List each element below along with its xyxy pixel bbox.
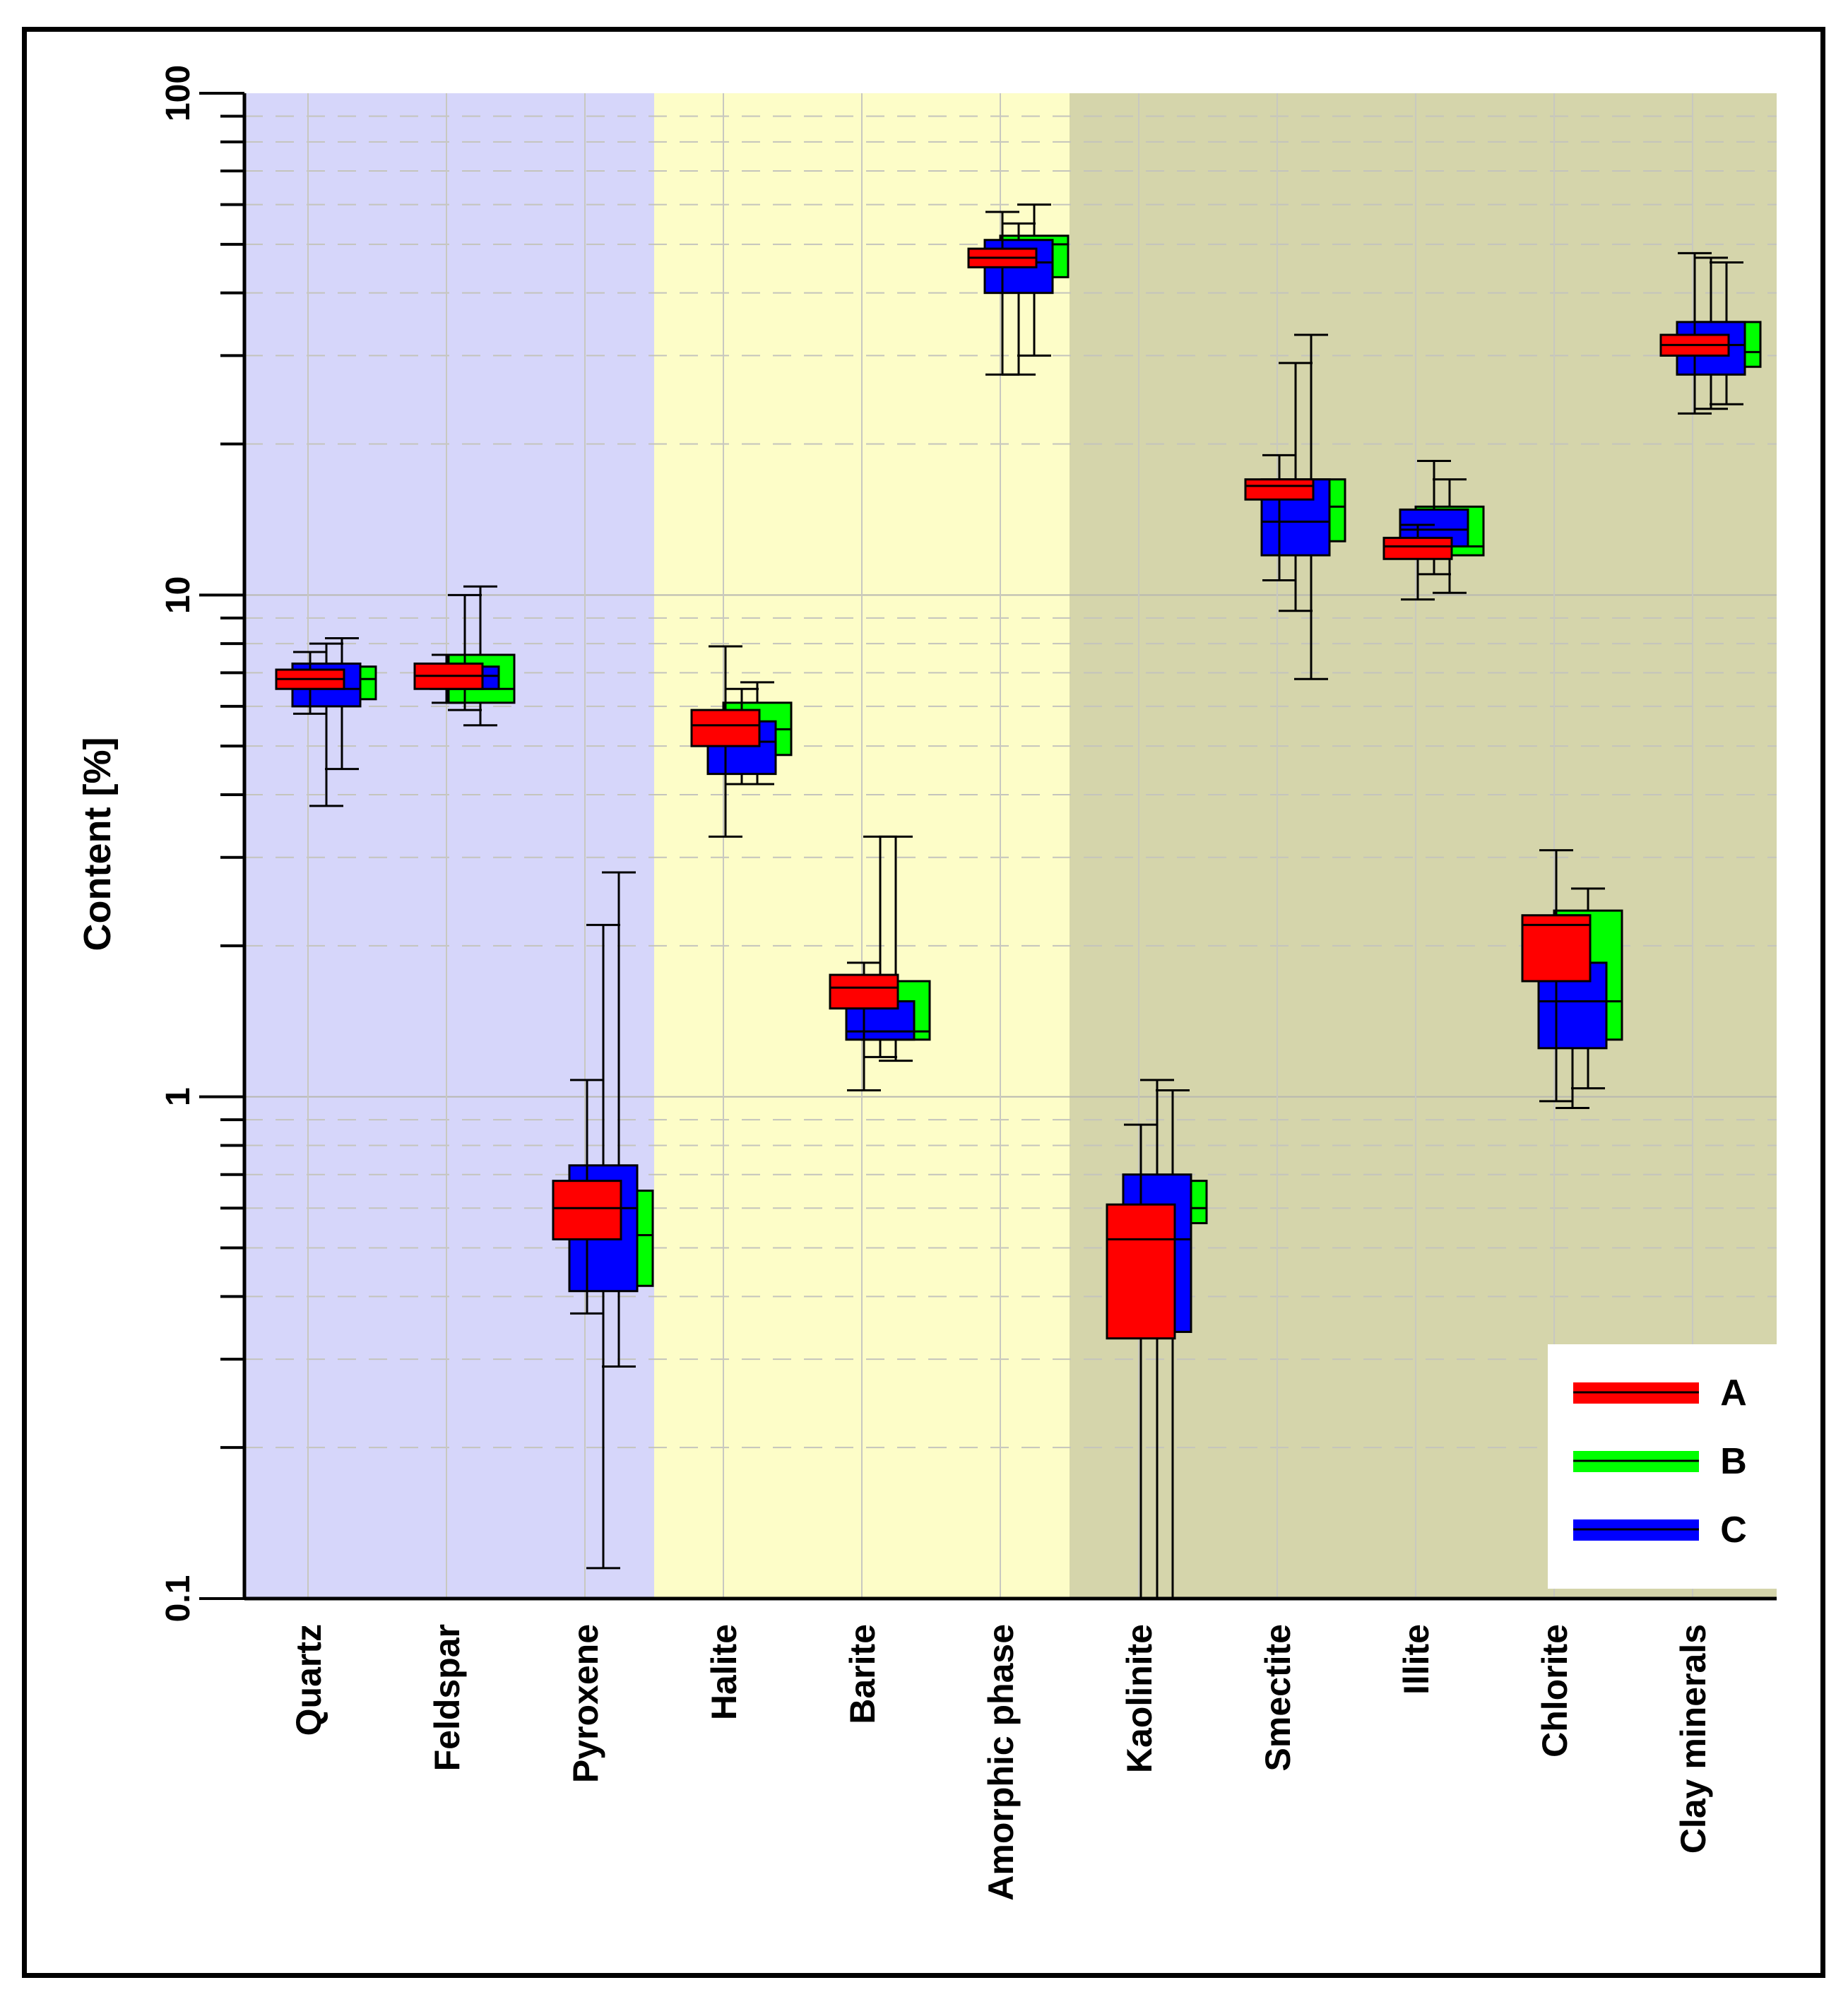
box-C-barite <box>845 1000 916 1041</box>
legend-label-A: A <box>1720 1373 1747 1414</box>
x-tick-label: Smectite <box>1258 1624 1298 1771</box>
y-tick-label: 1 <box>160 1087 197 1106</box>
x-tick-label: Chlorite <box>1535 1624 1575 1758</box>
group-1-background <box>244 93 654 1599</box>
x-tick-label: Clay minerals <box>1674 1624 1713 1854</box>
x-tick-label: Barite <box>843 1624 882 1724</box>
y-tick-label: 10 <box>160 576 197 614</box>
figure-frame: 0.1 1 10 100 Quartz Feldspar Pyroxene Halite Bar… <box>22 27 1825 1978</box>
x-tick-label: Quartz <box>289 1624 328 1736</box>
x-tick-label: Kaolinite <box>1120 1624 1159 1773</box>
y-tick-label: 0.1 <box>160 1575 197 1623</box>
y-tick-label: 100 <box>160 65 197 122</box>
x-tick-label: Feldspar <box>427 1624 467 1771</box>
box-A-illite <box>1382 536 1453 560</box>
x-tick-label: Halite <box>704 1624 744 1720</box>
x-tick-label: Pyroxene <box>566 1624 605 1783</box>
box-plots <box>275 203 1762 1599</box>
box-plot-chart: 0.1 1 10 100 Quartz Feldspar Pyroxene Halite Bar… <box>76 65 1778 1901</box>
y-axis-label: Content [%] <box>76 737 119 952</box>
legend-label-C: C <box>1720 1510 1747 1551</box>
box-A-barite <box>829 973 899 1010</box>
legend-label-B: B <box>1720 1441 1747 1482</box>
axes: 0.1 1 10 100 Quartz Feldspar Pyroxene Halite Bar… <box>160 65 1777 1901</box>
box-A-smectite <box>1244 478 1315 501</box>
box-A-chlorite <box>1521 914 1592 983</box>
group-backgrounds <box>244 93 1777 1599</box>
x-tick-label: Illite <box>1397 1624 1436 1695</box>
grid-lines <box>244 93 1777 1599</box>
box-A-halite <box>690 709 761 747</box>
box-A-kaolinite <box>1106 1203 1176 1340</box>
legend: ABC <box>1548 1344 1778 1589</box>
box-A-pyroxene <box>552 1180 622 1240</box>
x-tick-label: Amorphic phase <box>981 1624 1021 1901</box>
